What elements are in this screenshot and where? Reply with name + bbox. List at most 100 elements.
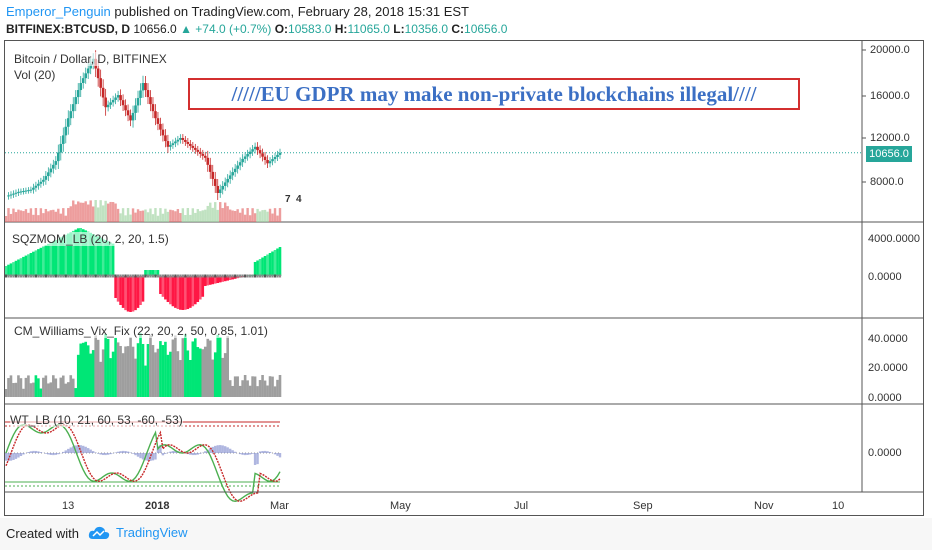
- momentum-bar: [37, 249, 40, 276]
- squeeze-dot: [59, 274, 62, 278]
- volume-bar: [228, 209, 232, 222]
- low-label: L:: [393, 22, 405, 36]
- squeeze-dot: [62, 274, 65, 278]
- event-marker[interactable]: 7: [285, 194, 291, 205]
- volume-bar: [104, 200, 107, 222]
- author-link[interactable]: Emperor_Penguin: [6, 4, 111, 19]
- wt-histogram-bar: [256, 453, 259, 465]
- volume-bar: [204, 209, 207, 222]
- wt-histogram-bar: [276, 453, 279, 456]
- candle-body: [7, 195, 10, 197]
- candle-body: [141, 83, 145, 91]
- squeeze-dot: [82, 274, 85, 278]
- momentum-bar: [186, 276, 190, 310]
- squeeze-dot: [32, 274, 35, 278]
- momentum-bar: [29, 253, 33, 276]
- candle-body: [139, 90, 142, 98]
- squeeze-dot: [154, 274, 157, 278]
- squeeze-dot: [251, 274, 254, 278]
- squeeze-dot: [149, 274, 152, 278]
- volume-bar: [57, 208, 60, 222]
- candle-body: [114, 97, 117, 100]
- volume-bar: [29, 208, 33, 222]
- candle-body: [22, 191, 25, 193]
- vix-bar: [109, 358, 112, 397]
- squeeze-dot: [7, 274, 10, 278]
- momentum-bar: [218, 276, 222, 283]
- squeeze-dot: [234, 274, 237, 278]
- vix-bar: [29, 383, 33, 397]
- momentum-bar: [144, 270, 147, 276]
- candle-body: [223, 182, 227, 186]
- vix-bar: [236, 376, 239, 397]
- volume-bar: [101, 205, 105, 222]
- wt-histogram-bar: [106, 453, 110, 455]
- vix-bar: [174, 335, 177, 397]
- candle-body: [34, 185, 38, 188]
- candle-body: [196, 149, 200, 152]
- candle-body: [181, 138, 185, 140]
- vixfix-title: CM_Williams_Vix_Fix (22, 20, 2, 50, 0.85…: [14, 324, 268, 338]
- wt-histogram-bar: [87, 448, 90, 453]
- vix-bar: [54, 378, 58, 397]
- wt-histogram-bar: [194, 453, 197, 456]
- squeeze-dot: [211, 274, 214, 278]
- wt-histogram-bar: [96, 453, 100, 454]
- wt-histogram-bar: [248, 453, 252, 455]
- volume-bar: [231, 210, 234, 222]
- wt-histogram-bar: [231, 450, 234, 453]
- volume-bar: [14, 212, 18, 222]
- volume-bar: [194, 212, 197, 222]
- momentum-bar: [169, 276, 172, 305]
- candle-body: [208, 164, 212, 172]
- momentum-bar: [134, 276, 137, 311]
- candle-body: [89, 63, 92, 69]
- candle-body: [211, 171, 215, 179]
- vix-bar: [124, 346, 127, 397]
- candle-body: [19, 191, 23, 193]
- volume-bar: [261, 210, 264, 222]
- volume-bar: [7, 208, 10, 222]
- wt-histogram-bar: [199, 453, 202, 454]
- candle-body: [236, 165, 239, 169]
- vix-bar: [238, 385, 242, 397]
- volume-bar: [12, 208, 15, 222]
- squeeze-dot: [231, 274, 234, 278]
- squeeze-dot: [134, 274, 137, 278]
- squeeze-dot: [107, 274, 110, 278]
- event-marker[interactable]: 4: [296, 194, 302, 205]
- x-axis-tick: 10: [832, 500, 845, 512]
- squeeze-dot: [209, 274, 212, 278]
- wt-histogram-bar: [17, 453, 20, 458]
- wt-histogram-bar: [169, 451, 172, 453]
- vix-bar: [276, 379, 279, 397]
- momentum-bar: [194, 276, 197, 305]
- volume-bar: [258, 211, 262, 222]
- momentum-bar: [24, 255, 28, 276]
- vix-bar: [213, 352, 217, 397]
- momentum-bar: [111, 243, 115, 276]
- squeeze-dot: [229, 274, 232, 278]
- vix-bar: [17, 375, 20, 397]
- candle-body: [39, 181, 43, 184]
- volume-bar: [246, 208, 249, 222]
- momentum-bar: [166, 276, 170, 302]
- vix-bar: [201, 349, 205, 397]
- vix-bar: [121, 353, 125, 397]
- tradingview-link[interactable]: TradingView: [116, 525, 188, 540]
- vix-bar: [156, 348, 160, 397]
- wt-histogram-bar: [34, 450, 38, 453]
- vix-bar: [119, 345, 122, 397]
- volume-bar: [32, 214, 35, 222]
- vix-bar: [7, 378, 10, 397]
- squeeze-dot: [72, 274, 75, 278]
- vix-bar: [151, 345, 155, 397]
- candle-body: [268, 161, 272, 164]
- symbol-name: BITFINEX:BTCUSD, D: [6, 22, 130, 36]
- candle-body: [228, 175, 232, 179]
- wt-histogram-bar: [241, 453, 244, 455]
- squeeze-dot: [114, 274, 117, 278]
- momentum-bar: [81, 229, 85, 276]
- vix-bar: [74, 388, 78, 397]
